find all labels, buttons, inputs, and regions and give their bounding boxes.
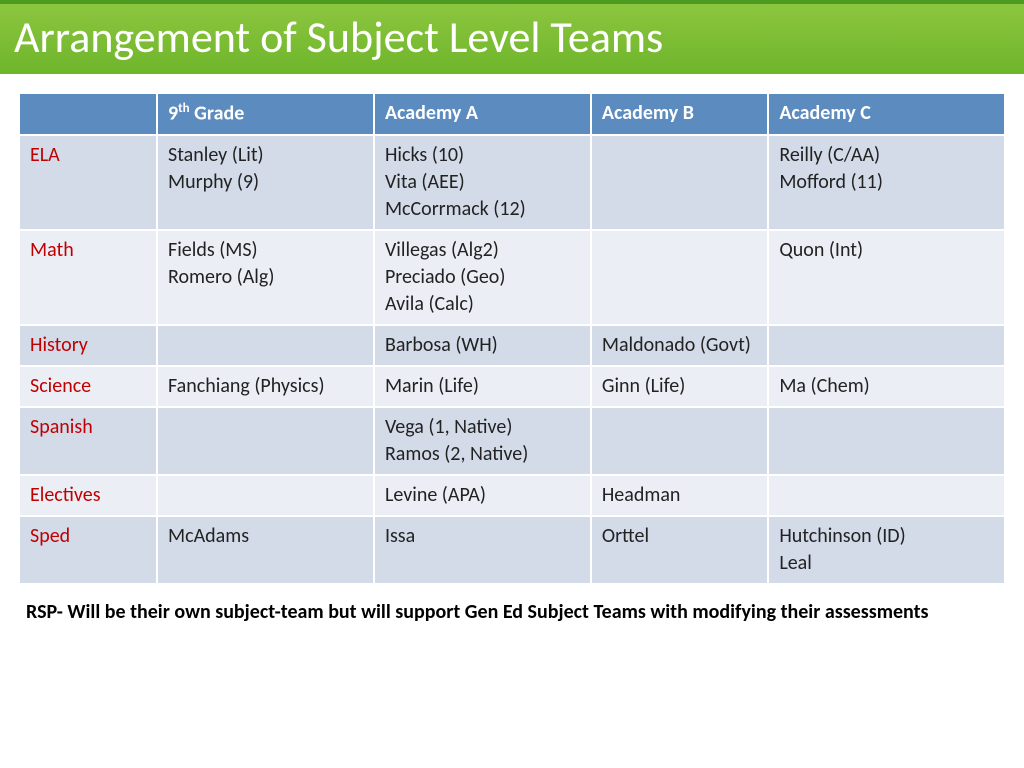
table-cell: Maldonado (Govt) [591,325,768,366]
table-cell [157,475,374,516]
table-cell: Villegas (Alg2) Preciado (Geo) Avila (Ca… [374,230,591,325]
table-row: Electives Levine (APA) Headman [19,475,1005,516]
table-cell: McAdams [157,516,374,584]
table-cell: Hutchinson (ID) Leal [768,516,1005,584]
table-cell: Fanchiang (Physics) [157,366,374,407]
table-cell: Ginn (Life) [591,366,768,407]
col-header-9th: 9th Grade [157,93,374,135]
table-row: SpedMcAdamsIssaOrttelHutchinson (ID) Lea… [19,516,1005,584]
row-label: Electives [19,475,157,516]
table-cell: Orttel [591,516,768,584]
table-cell: Issa [374,516,591,584]
table-cell [768,325,1005,366]
row-label: Science [19,366,157,407]
table-cell: Levine (APA) [374,475,591,516]
table-header-row: 9th Grade Academy A Academy B Academy C [19,93,1005,135]
table-row: ScienceFanchiang (Physics)Marin (Life)Gi… [19,366,1005,407]
table-cell [591,135,768,230]
row-label: Sped [19,516,157,584]
row-label: ELA [19,135,157,230]
table-container: 9th Grade Academy A Academy B Academy C … [0,80,1024,585]
table-cell: Stanley (Lit) Murphy (9) [157,135,374,230]
table-cell: Reilly (C/AA) Mofford (11) [768,135,1005,230]
table-cell: Hicks (10) Vita (AEE) McCorrmack (12) [374,135,591,230]
row-label: History [19,325,157,366]
table-cell: Marin (Life) [374,366,591,407]
table-cell: Barbosa (WH) [374,325,591,366]
row-label: Math [19,230,157,325]
footnote: RSP- Will be their own subject-team but … [0,585,1024,625]
table-body: ELAStanley (Lit) Murphy (9)Hicks (10) Vi… [19,135,1005,584]
table-cell [768,407,1005,475]
table-row: History Barbosa (WH)Maldonado (Govt) [19,325,1005,366]
col-header-blank [19,93,157,135]
table-cell: Ma (Chem) [768,366,1005,407]
page-title: Arrangement of Subject Level Teams [14,10,1010,64]
col-header-academy-c: Academy C [768,93,1005,135]
table-cell: Quon (Int) [768,230,1005,325]
table-row: ELAStanley (Lit) Murphy (9)Hicks (10) Vi… [19,135,1005,230]
col-header-academy-a: Academy A [374,93,591,135]
table-cell [157,325,374,366]
table-cell: Fields (MS) Romero (Alg) [157,230,374,325]
table-cell [591,407,768,475]
subject-teams-table: 9th Grade Academy A Academy B Academy C … [18,92,1006,585]
col-header-academy-b: Academy B [591,93,768,135]
table-cell [768,475,1005,516]
table-row: Spanish Vega (1, Native) Ramos (2, Native… [19,407,1005,475]
table-cell [157,407,374,475]
table-cell [591,230,768,325]
table-cell: Vega (1, Native) Ramos (2, Native) [374,407,591,475]
table-row: MathFields (MS) Romero (Alg)Villegas (Al… [19,230,1005,325]
table-cell: Headman [591,475,768,516]
row-label: Spanish [19,407,157,475]
title-bar: Arrangement of Subject Level Teams [0,0,1024,80]
